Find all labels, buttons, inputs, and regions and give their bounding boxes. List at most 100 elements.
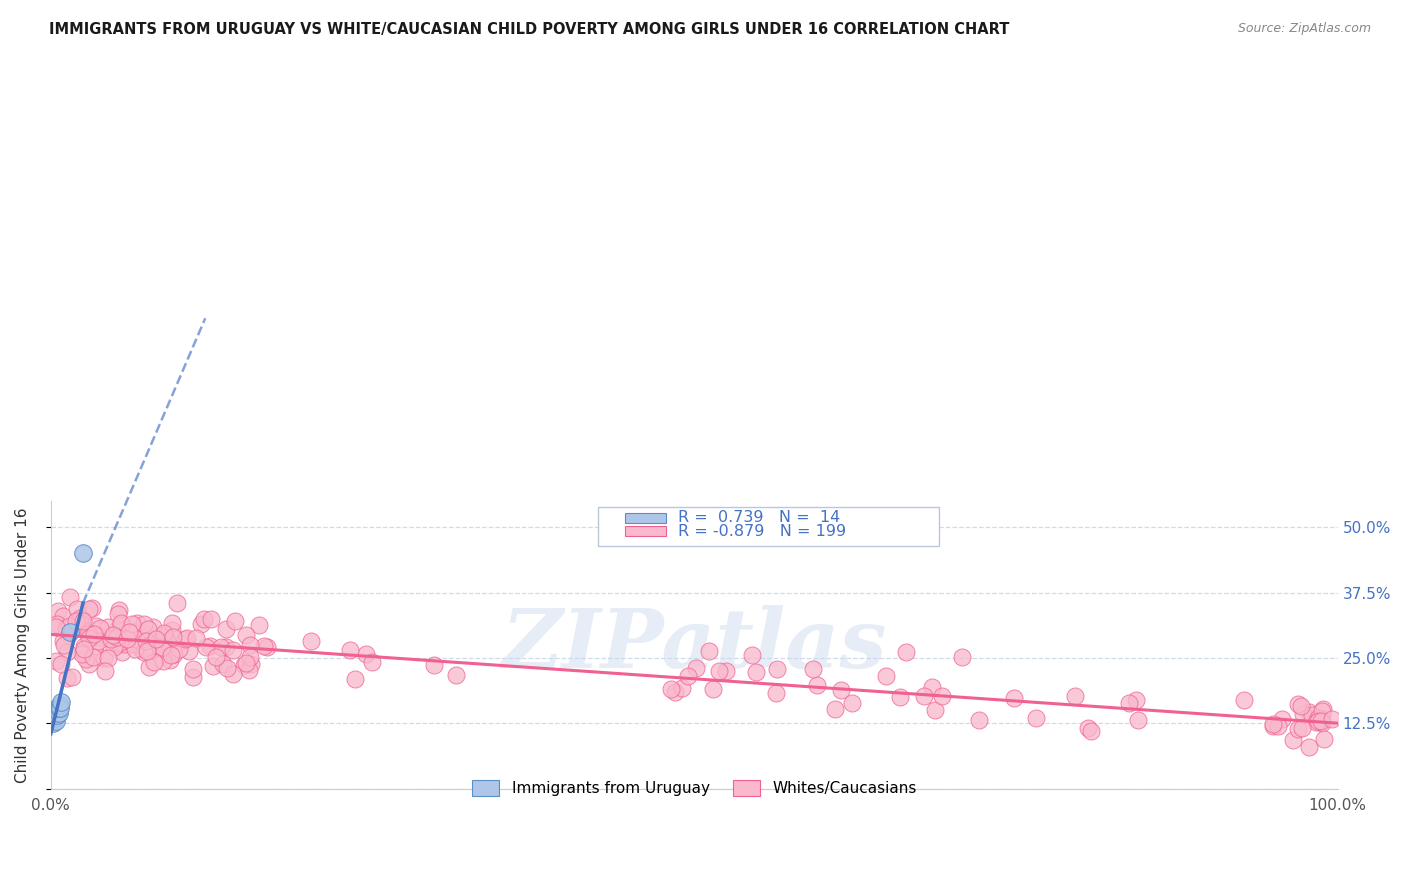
Point bbox=[714, 664, 737, 678]
Point bbox=[105, 630, 128, 644]
Point bbox=[1298, 740, 1320, 755]
Point bbox=[44, 711, 66, 725]
Point bbox=[73, 641, 96, 656]
Point bbox=[166, 596, 188, 610]
Point bbox=[1064, 689, 1087, 703]
Point bbox=[841, 696, 863, 710]
Point bbox=[806, 678, 828, 692]
Point bbox=[121, 625, 143, 640]
Point bbox=[1125, 692, 1147, 706]
Point bbox=[65, 614, 87, 628]
Point bbox=[912, 689, 935, 703]
Point bbox=[950, 650, 973, 665]
Point bbox=[1312, 702, 1334, 716]
Point bbox=[239, 639, 262, 653]
Point bbox=[194, 640, 217, 654]
Point bbox=[235, 628, 257, 642]
Point bbox=[200, 612, 222, 626]
Point bbox=[1261, 719, 1284, 733]
Point bbox=[1126, 714, 1149, 728]
Point bbox=[1233, 693, 1256, 707]
Point bbox=[118, 624, 141, 639]
Point bbox=[150, 640, 173, 654]
Point bbox=[70, 647, 93, 661]
Point bbox=[53, 638, 76, 652]
Point bbox=[42, 716, 65, 731]
Point bbox=[253, 639, 276, 653]
Point bbox=[174, 632, 197, 646]
Point bbox=[142, 620, 165, 634]
Point bbox=[205, 650, 228, 665]
Point bbox=[86, 633, 108, 648]
Point bbox=[896, 645, 918, 659]
Point bbox=[125, 632, 148, 647]
Point bbox=[1286, 722, 1309, 736]
Point bbox=[152, 625, 174, 640]
Point bbox=[1118, 696, 1140, 710]
Point bbox=[136, 623, 159, 637]
Point bbox=[343, 672, 366, 686]
Point bbox=[136, 644, 159, 658]
Point bbox=[232, 658, 254, 673]
Point bbox=[72, 645, 94, 659]
Point bbox=[122, 637, 145, 651]
Point bbox=[931, 690, 953, 704]
Point bbox=[1306, 714, 1329, 729]
Point bbox=[80, 628, 103, 642]
Point bbox=[134, 633, 156, 648]
Point bbox=[107, 602, 129, 616]
Point bbox=[49, 695, 72, 709]
Point bbox=[75, 652, 97, 666]
Point bbox=[256, 640, 278, 655]
Point bbox=[875, 668, 897, 682]
Point bbox=[89, 630, 111, 644]
Point bbox=[93, 651, 115, 665]
FancyBboxPatch shape bbox=[624, 513, 666, 523]
Point bbox=[145, 632, 167, 646]
Point bbox=[1312, 732, 1334, 747]
Point bbox=[142, 655, 165, 669]
Point bbox=[132, 645, 155, 659]
Point bbox=[138, 640, 160, 654]
Point bbox=[1263, 716, 1285, 731]
Point bbox=[160, 615, 183, 630]
Point bbox=[108, 636, 131, 650]
Point bbox=[77, 602, 100, 616]
Point bbox=[45, 714, 67, 728]
Point bbox=[1025, 711, 1047, 725]
Point bbox=[1301, 707, 1323, 722]
Point bbox=[765, 662, 787, 676]
Point bbox=[179, 643, 201, 657]
Point bbox=[139, 638, 162, 652]
Point bbox=[120, 633, 142, 648]
Point bbox=[49, 698, 72, 712]
Point bbox=[45, 706, 67, 720]
Point bbox=[222, 643, 245, 657]
Point bbox=[132, 616, 155, 631]
Point bbox=[824, 702, 846, 716]
Point bbox=[1077, 721, 1099, 735]
Point bbox=[89, 622, 111, 636]
Point bbox=[84, 619, 107, 633]
Point bbox=[200, 639, 222, 653]
Point bbox=[94, 664, 117, 678]
Text: IMMIGRANTS FROM URUGUAY VS WHITE/CAUCASIAN CHILD POVERTY AMONG GIRLS UNDER 16 CO: IMMIGRANTS FROM URUGUAY VS WHITE/CAUCASI… bbox=[49, 22, 1010, 37]
Point bbox=[97, 651, 120, 665]
Point bbox=[222, 666, 245, 681]
Point bbox=[201, 658, 224, 673]
Point bbox=[1320, 712, 1343, 726]
Point bbox=[48, 604, 70, 618]
Point bbox=[361, 655, 384, 669]
Point bbox=[150, 640, 173, 655]
Point bbox=[1305, 715, 1327, 730]
Point bbox=[160, 623, 183, 637]
Point bbox=[87, 630, 110, 644]
Point bbox=[155, 639, 177, 653]
Point bbox=[1080, 723, 1102, 738]
Point bbox=[765, 686, 787, 700]
Point bbox=[676, 668, 699, 682]
Point bbox=[152, 654, 174, 668]
Point bbox=[921, 681, 943, 695]
Point bbox=[354, 647, 377, 661]
Point bbox=[444, 667, 467, 681]
